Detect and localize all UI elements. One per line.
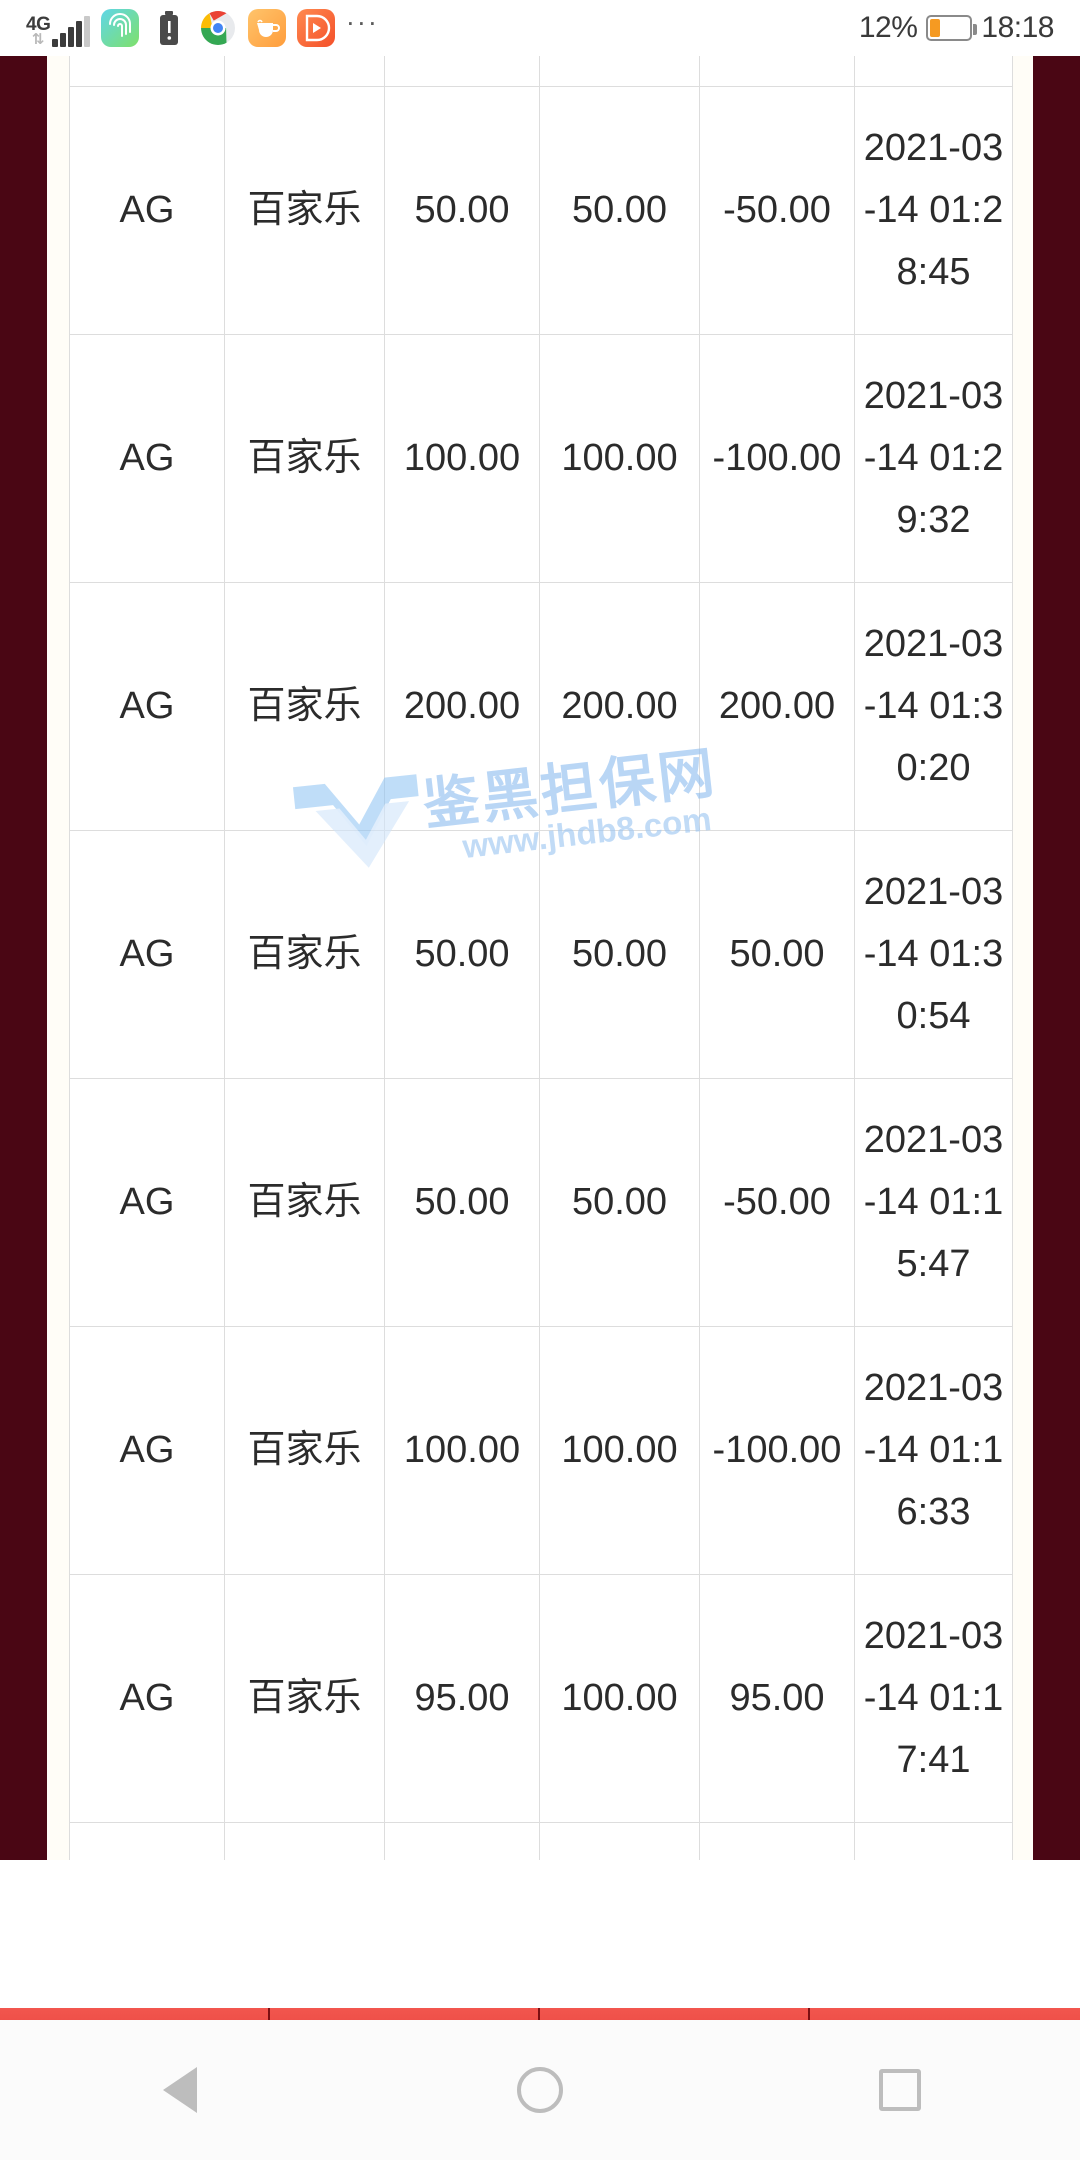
cell-bet: 100.00 [384, 333, 540, 583]
cell-game: 百家乐 [224, 581, 385, 831]
cell-valid: 100.00 [539, 1325, 700, 1575]
home-circle-icon[interactable] [480, 2040, 600, 2140]
cell-bet: 100.00 [384, 1325, 540, 1575]
cell-result: -100.00 [699, 1325, 855, 1575]
cell-bet: 200.00 [384, 581, 540, 831]
cell-game: 百家乐 [224, 85, 385, 335]
cell-result: 95.00 [699, 1573, 855, 1823]
android-navigation-bar [0, 2020, 1080, 2160]
cell-result: -100.00 [699, 333, 855, 583]
cell-game: 百家乐 [224, 333, 385, 583]
cell-time: 2021-03-14 01: [854, 1821, 1013, 1860]
battery-percent-label: 12% [858, 11, 918, 44]
bet-history-table-wrapper[interactable]: AG 百家乐 50.00 50.00 -50.00 2021-03-14 01:… [69, 56, 1013, 1860]
cell-time: 2021-03-14 01:28:45 [854, 85, 1013, 335]
cell-platform: AG [69, 829, 225, 1079]
cell-bet: 95.00 [384, 1821, 540, 1860]
cell-time: 2021-03-14 01:17:41 [854, 1573, 1013, 1823]
cell-bet: 50.00 [384, 85, 540, 335]
cell-platform: AG [69, 1821, 225, 1860]
status-bar: 4G ⇅ [0, 0, 1080, 56]
cell-valid: 50.00 [539, 1077, 700, 1327]
table-row[interactable]: AG 百家乐 100.00 100.00 -100.00 2021-03-14 … [69, 333, 1013, 583]
cell-time: 2021-03-14 01:16:33 [854, 1325, 1013, 1575]
chrome-app-icon [198, 9, 237, 47]
battery-icon [926, 15, 978, 41]
table-row[interactable]: AG 百家乐 50.00 50.00 -50.00 2021-03-14 01:… [69, 85, 1013, 335]
page-content: AG 百家乐 50.00 50.00 -50.00 2021-03-14 01:… [47, 56, 1033, 1860]
cell-valid: 100.00 [539, 333, 700, 583]
cell-time: 2021-03-14 01:15:47 [854, 1077, 1013, 1327]
signal-4g-icon: 4G ⇅ [26, 9, 90, 47]
data-arrows-icon: ⇅ [31, 31, 45, 48]
cell-valid: 50.00 [539, 85, 700, 335]
network-type-label: 4G [26, 14, 51, 35]
video-player-app-icon [296, 9, 335, 47]
cell-result: 200.00 [699, 581, 855, 831]
table-row[interactable]: AG 百家乐 200.00 200.00 200.00 2021-03-14 0… [69, 581, 1013, 831]
status-bar-right: 12% 18:18 [858, 11, 1055, 45]
cell-time: 2021-03-14 01:30:54 [854, 829, 1013, 1079]
cell-game: 百家乐 [224, 1325, 385, 1575]
cell-valid: 100.00 [539, 1573, 700, 1823]
cell-platform: AG [69, 581, 225, 831]
table-row[interactable]: AG 百家乐 50.00 50.00 -50.00 2021-03-14 01:… [69, 1077, 1013, 1327]
table-row-partial-top [69, 56, 1013, 87]
cell-result: -50.00 [699, 85, 855, 335]
cell-game: 百家乐 [224, 1821, 385, 1860]
battery-alert-icon [150, 9, 188, 47]
cell-valid: 50.00 [539, 829, 700, 1079]
table-row[interactable]: AG 百家乐 95.00 100.00 95.00 2021-03-14 01: [69, 1821, 1013, 1860]
cell-result: 95.00 [699, 1821, 855, 1860]
cell-game: 百家乐 [224, 1077, 385, 1327]
cell-platform: AG [69, 85, 225, 335]
cell-platform: AG [69, 1325, 225, 1575]
cell-platform: AG [69, 333, 225, 583]
back-triangle-icon[interactable] [120, 2040, 240, 2140]
cell-bet: 95.00 [384, 1573, 540, 1823]
cell-bet: 50.00 [384, 1077, 540, 1327]
cell-platform: AG [69, 1077, 225, 1327]
app-page: AG 百家乐 50.00 50.00 -50.00 2021-03-14 01:… [0, 56, 1080, 1860]
cell-time: 2021-03-14 01:29:32 [854, 333, 1013, 583]
cell-valid: 100.00 [539, 1821, 700, 1860]
page-scrollbar[interactable] [1029, 56, 1033, 1860]
bet-history-table: AG 百家乐 50.00 50.00 -50.00 2021-03-14 01:… [69, 56, 1013, 1860]
table-row[interactable]: AG 百家乐 50.00 50.00 50.00 2021-03-14 01:3… [69, 829, 1013, 1079]
recents-square-icon[interactable] [840, 2040, 960, 2140]
status-bar-clock: 18:18 [981, 11, 1054, 44]
more-dots-icon: ··· [345, 7, 379, 37]
table-row[interactable]: AG 百家乐 100.00 100.00 -100.00 2021-03-14 … [69, 1325, 1013, 1575]
tea-cup-app-icon [247, 9, 286, 47]
cell-time: 2021-03-14 01:30:20 [854, 581, 1013, 831]
table-row[interactable]: AG 百家乐 95.00 100.00 95.00 2021-03-14 01:… [69, 1573, 1013, 1823]
cell-valid: 200.00 [539, 581, 700, 831]
status-bar-left: 4G ⇅ [26, 9, 379, 47]
cell-game: 百家乐 [224, 829, 385, 1079]
cell-result: 50.00 [699, 829, 855, 1079]
bet-history-table-body: AG 百家乐 50.00 50.00 -50.00 2021-03-14 01:… [69, 56, 1013, 1860]
signal-bars-icon [52, 16, 90, 47]
cell-game: 百家乐 [224, 1573, 385, 1823]
fingerprint-app-icon [100, 9, 139, 47]
cell-platform: AG [69, 1573, 225, 1823]
cell-bet: 50.00 [384, 829, 540, 1079]
cell-result: -50.00 [699, 1077, 855, 1327]
